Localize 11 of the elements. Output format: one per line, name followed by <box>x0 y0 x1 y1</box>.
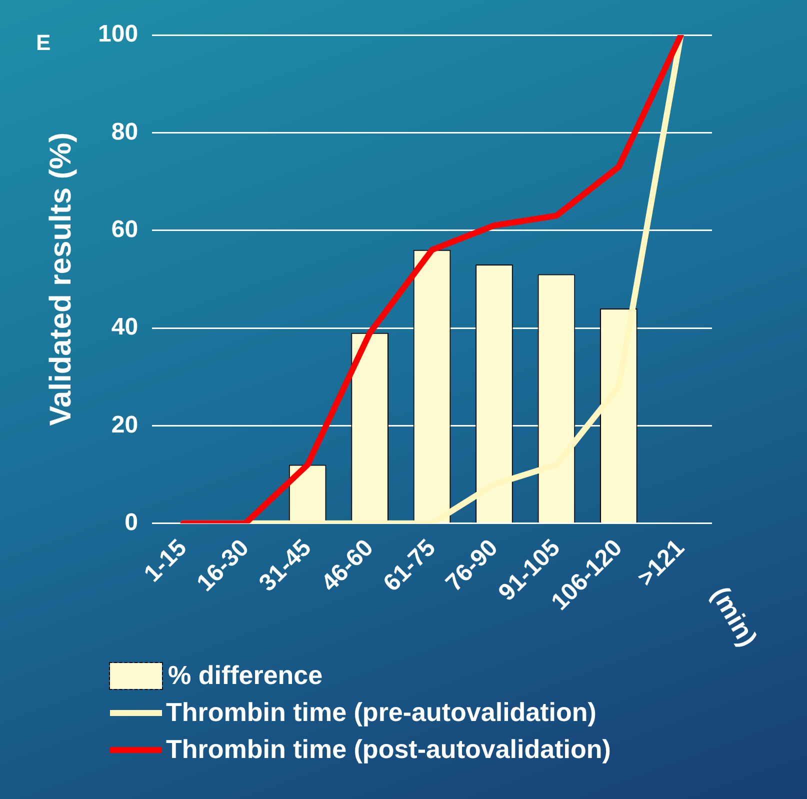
y-tick-label: 100 <box>98 20 138 48</box>
legend-label: Thrombin time (post-autovalidation) <box>166 734 611 765</box>
y-tick-label: 20 <box>111 411 138 438</box>
y-tick-label: 0 <box>124 508 138 536</box>
y-tick-label: 40 <box>111 314 138 341</box>
y-axis-title: Validated results (%) <box>44 132 78 426</box>
y-tick-label: 60 <box>111 216 138 243</box>
legend-label: Thrombin time (pre-autovalidation) <box>166 697 596 728</box>
y-tick-label: 80 <box>111 118 138 146</box>
text: E <box>36 30 51 55</box>
legend-label: % difference <box>168 660 323 691</box>
